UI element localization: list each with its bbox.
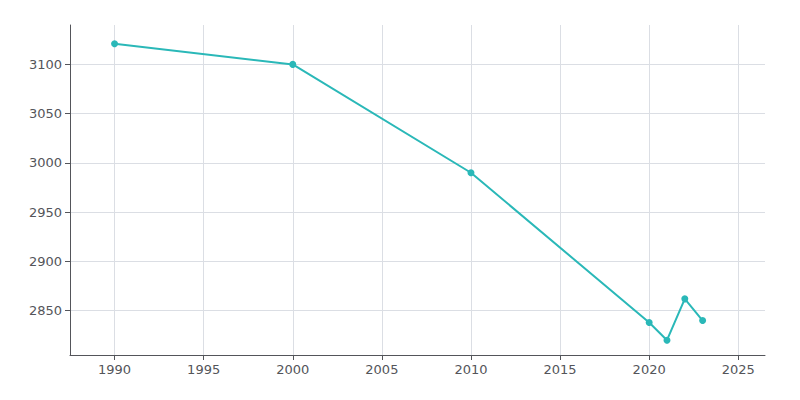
svg-text:2900: 2900 [29,254,62,269]
svg-text:3100: 3100 [29,57,62,72]
svg-text:1995: 1995 [187,362,220,377]
svg-text:2015: 2015 [544,362,577,377]
svg-text:2000: 2000 [276,362,309,377]
svg-text:2850: 2850 [29,303,62,318]
svg-text:2950: 2950 [29,205,62,220]
svg-text:3050: 3050 [29,106,62,121]
svg-text:2010: 2010 [454,362,487,377]
svg-text:2005: 2005 [365,362,398,377]
svg-text:1990: 1990 [98,362,131,377]
svg-text:2020: 2020 [633,362,666,377]
svg-text:2025: 2025 [722,362,755,377]
svg-text:3000: 3000 [29,155,62,170]
